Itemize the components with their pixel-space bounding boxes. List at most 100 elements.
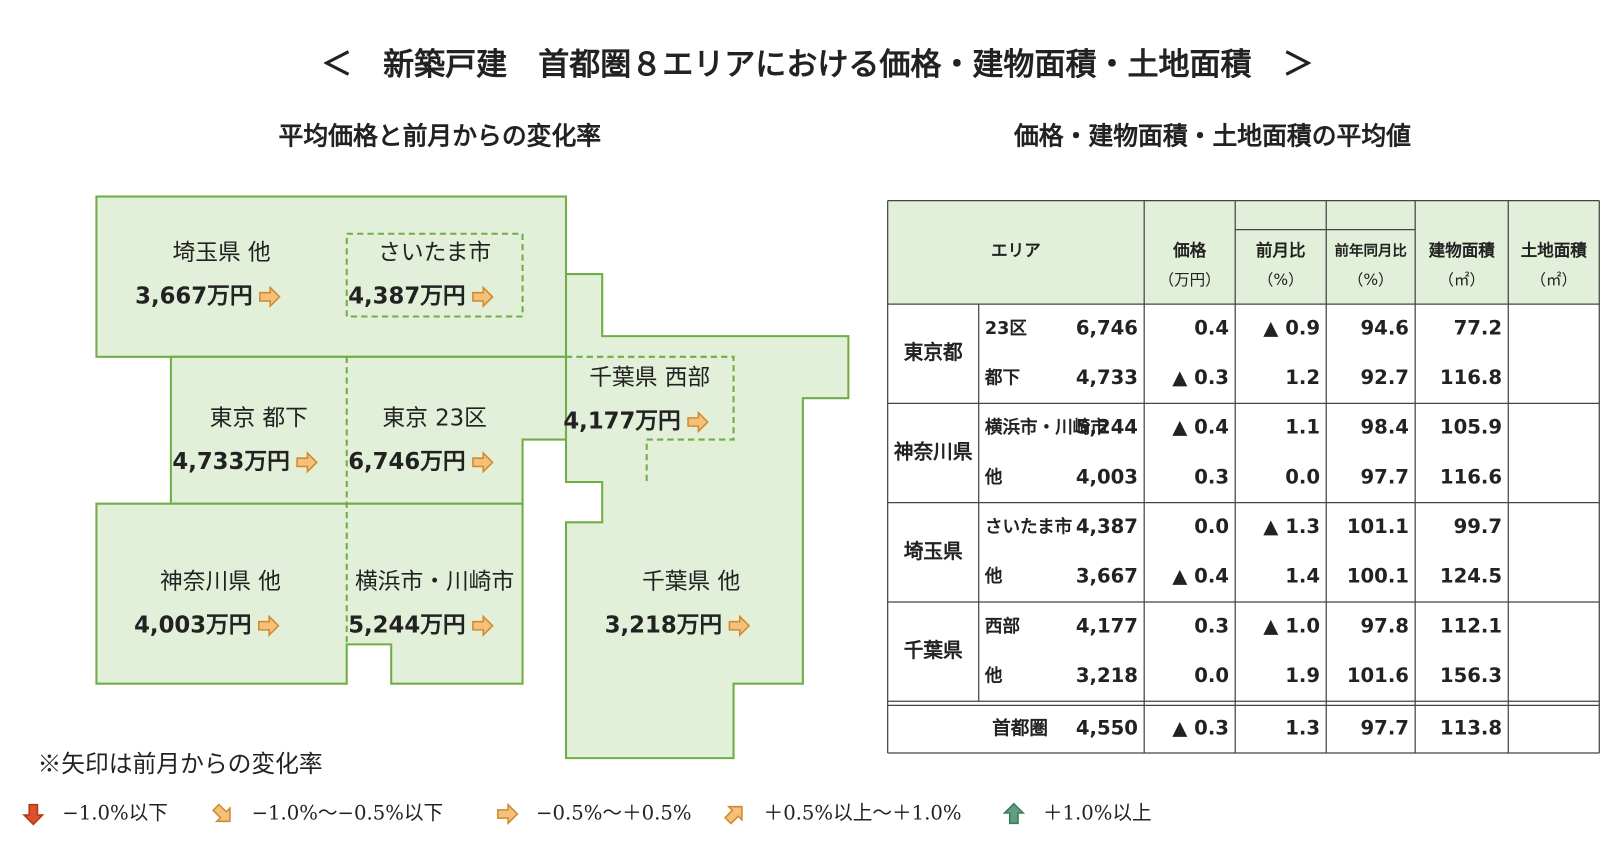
cell-value: 101.1 bbox=[1347, 515, 1409, 538]
region-name: 埼玉県 他 bbox=[172, 240, 270, 266]
legend-label: ＋1.0%以上 bbox=[1043, 802, 1152, 825]
row-label: 他 bbox=[984, 566, 1003, 587]
cell-value: ▲ 1.0 bbox=[1263, 614, 1320, 637]
group-name: 千葉県 bbox=[904, 639, 963, 662]
total-label: 首都圏 bbox=[992, 718, 1048, 740]
map-title: 平均価格と前月からの変化率 bbox=[279, 122, 602, 151]
legend-label: −1.0%〜−0.5%以下 bbox=[252, 802, 444, 825]
group-name: 東京都 bbox=[904, 341, 963, 364]
cell-value: 0.3 bbox=[1194, 614, 1229, 637]
arrow-icon bbox=[728, 614, 751, 637]
header-cell: 前月比 bbox=[1256, 240, 1306, 260]
row-label: 他 bbox=[984, 467, 1003, 488]
region-name: 千葉県 他 bbox=[642, 569, 740, 595]
cell-value: 4,387 bbox=[1076, 515, 1138, 538]
arrow-icon bbox=[472, 451, 494, 474]
chiba-area bbox=[564, 273, 850, 760]
header-cell: 前年同月比 bbox=[1335, 241, 1407, 259]
arrow-icon bbox=[259, 285, 281, 309]
cell-value: 3,218 bbox=[1076, 664, 1138, 687]
group-name: 神奈川県 bbox=[894, 441, 973, 464]
region-price: 4,003万円 bbox=[134, 612, 251, 638]
cell-value: ▲ 0.4 bbox=[1172, 565, 1229, 588]
header-unit: （㎡） bbox=[1531, 271, 1578, 289]
header-cell: 価格 bbox=[1172, 240, 1207, 260]
cell-value: 98.4 bbox=[1361, 416, 1409, 439]
row-label: 23区 bbox=[985, 319, 1027, 339]
cell-value: 0.4 bbox=[1194, 316, 1229, 339]
arrow-icon bbox=[1002, 802, 1026, 825]
chiba-west-border bbox=[566, 355, 735, 482]
region-price: 5,244万円 bbox=[348, 612, 465, 638]
cell-value: ▲ 0.9 bbox=[1263, 316, 1320, 339]
cell-value: ▲ 1.3 bbox=[1263, 515, 1320, 538]
cell-value: 6,746 bbox=[1076, 316, 1138, 339]
cell-value: ▲ 0.3 bbox=[1172, 366, 1229, 389]
cell-value: 112.1 bbox=[1440, 614, 1502, 637]
cell-value: 4,733 bbox=[1076, 366, 1138, 389]
region-name: 神奈川県 他 bbox=[160, 569, 281, 595]
cell-value: 0.0 bbox=[1285, 465, 1320, 488]
cell-value: 0.0 bbox=[1194, 515, 1229, 538]
group-name: 埼玉県 bbox=[904, 540, 963, 563]
saitama-area bbox=[95, 195, 568, 358]
header-unit: （%） bbox=[1348, 271, 1394, 289]
total-value: 4,550 bbox=[1076, 717, 1138, 740]
cell-value: 100.1 bbox=[1347, 565, 1409, 588]
page-title: ＜ 新築戸建 首都圏８エリアにおける価格・建物面積・土地面積 ＞ bbox=[321, 47, 1314, 83]
header-cell: エリア bbox=[991, 241, 1041, 260]
cell-value: 0.3 bbox=[1194, 465, 1229, 488]
cell-value: 1.4 bbox=[1285, 565, 1320, 588]
cell-value: 99.7 bbox=[1454, 515, 1502, 538]
region-price: 4,387万円 bbox=[348, 283, 465, 309]
cell-value: 92.7 bbox=[1361, 366, 1409, 389]
kanagawa-area bbox=[95, 502, 524, 685]
arrow-icon bbox=[472, 285, 494, 309]
header-unit: （㎡） bbox=[1438, 271, 1485, 289]
region-name: 千葉県 西部 bbox=[589, 365, 710, 391]
cell-value: 0.0 bbox=[1194, 664, 1229, 687]
cell-value: 156.3 bbox=[1440, 664, 1502, 687]
total-value: 1.3 bbox=[1285, 717, 1320, 740]
total-value: ▲ 0.3 bbox=[1172, 717, 1229, 740]
region-price: 4,733万円 bbox=[172, 449, 289, 475]
row-label: 他 bbox=[984, 665, 1003, 686]
cell-value: 5,244 bbox=[1076, 416, 1138, 439]
cell-value: 1.1 bbox=[1285, 416, 1320, 439]
total-value: 113.8 bbox=[1440, 717, 1502, 740]
cell-value: 116.6 bbox=[1440, 465, 1502, 488]
arrow-icon bbox=[212, 803, 231, 823]
legend-label: ＋0.5%以上〜＋1.0% bbox=[764, 802, 962, 825]
map-note: ※矢印は前月からの変化率 bbox=[37, 750, 322, 778]
row-label: 都下 bbox=[984, 368, 1020, 389]
cell-value: 4,003 bbox=[1076, 465, 1138, 488]
cell-value: 1.9 bbox=[1285, 664, 1320, 687]
region-price: 4,177万円 bbox=[563, 409, 680, 435]
region-name: さいたま市 bbox=[378, 240, 491, 266]
header-unit: （%） bbox=[1258, 271, 1304, 289]
region-price: 3,667万円 bbox=[135, 283, 252, 309]
saitama-city-border bbox=[345, 232, 524, 318]
table-header-bg bbox=[887, 200, 1600, 305]
region-name: 横浜市・川崎市 bbox=[355, 569, 514, 595]
cell-value: ▲ 0.4 bbox=[1172, 416, 1229, 439]
legend-label: −0.5%〜＋0.5% bbox=[536, 802, 692, 825]
row-label: さいたま市 bbox=[985, 517, 1073, 538]
arrow-icon bbox=[258, 614, 280, 637]
region-name: 東京 都下 bbox=[210, 405, 308, 431]
region-name: 東京 23区 bbox=[382, 405, 486, 431]
table-title: 価格・建物面積・土地面積の平均値 bbox=[1013, 122, 1411, 151]
cell-value: 1.2 bbox=[1285, 366, 1320, 389]
header-cell: 土地面積 bbox=[1521, 240, 1588, 260]
legend-label: −1.0%以下 bbox=[62, 802, 168, 825]
total-value: 97.7 bbox=[1361, 717, 1409, 740]
cell-value: 4,177 bbox=[1076, 614, 1138, 637]
table: エリア 価格 （万円） 前月比 （%） 前年同月比 （%） 建物面積 （㎡） 土地面積 （㎡） 東京都… bbox=[887, 200, 1600, 754]
arrow-icon bbox=[296, 451, 318, 474]
cell-value: 94.6 bbox=[1361, 316, 1409, 339]
cell-value: 97.7 bbox=[1361, 465, 1409, 488]
cell-value: 116.8 bbox=[1440, 366, 1502, 389]
map-dividers bbox=[345, 232, 735, 645]
region-price: 3,218万円 bbox=[605, 612, 722, 638]
